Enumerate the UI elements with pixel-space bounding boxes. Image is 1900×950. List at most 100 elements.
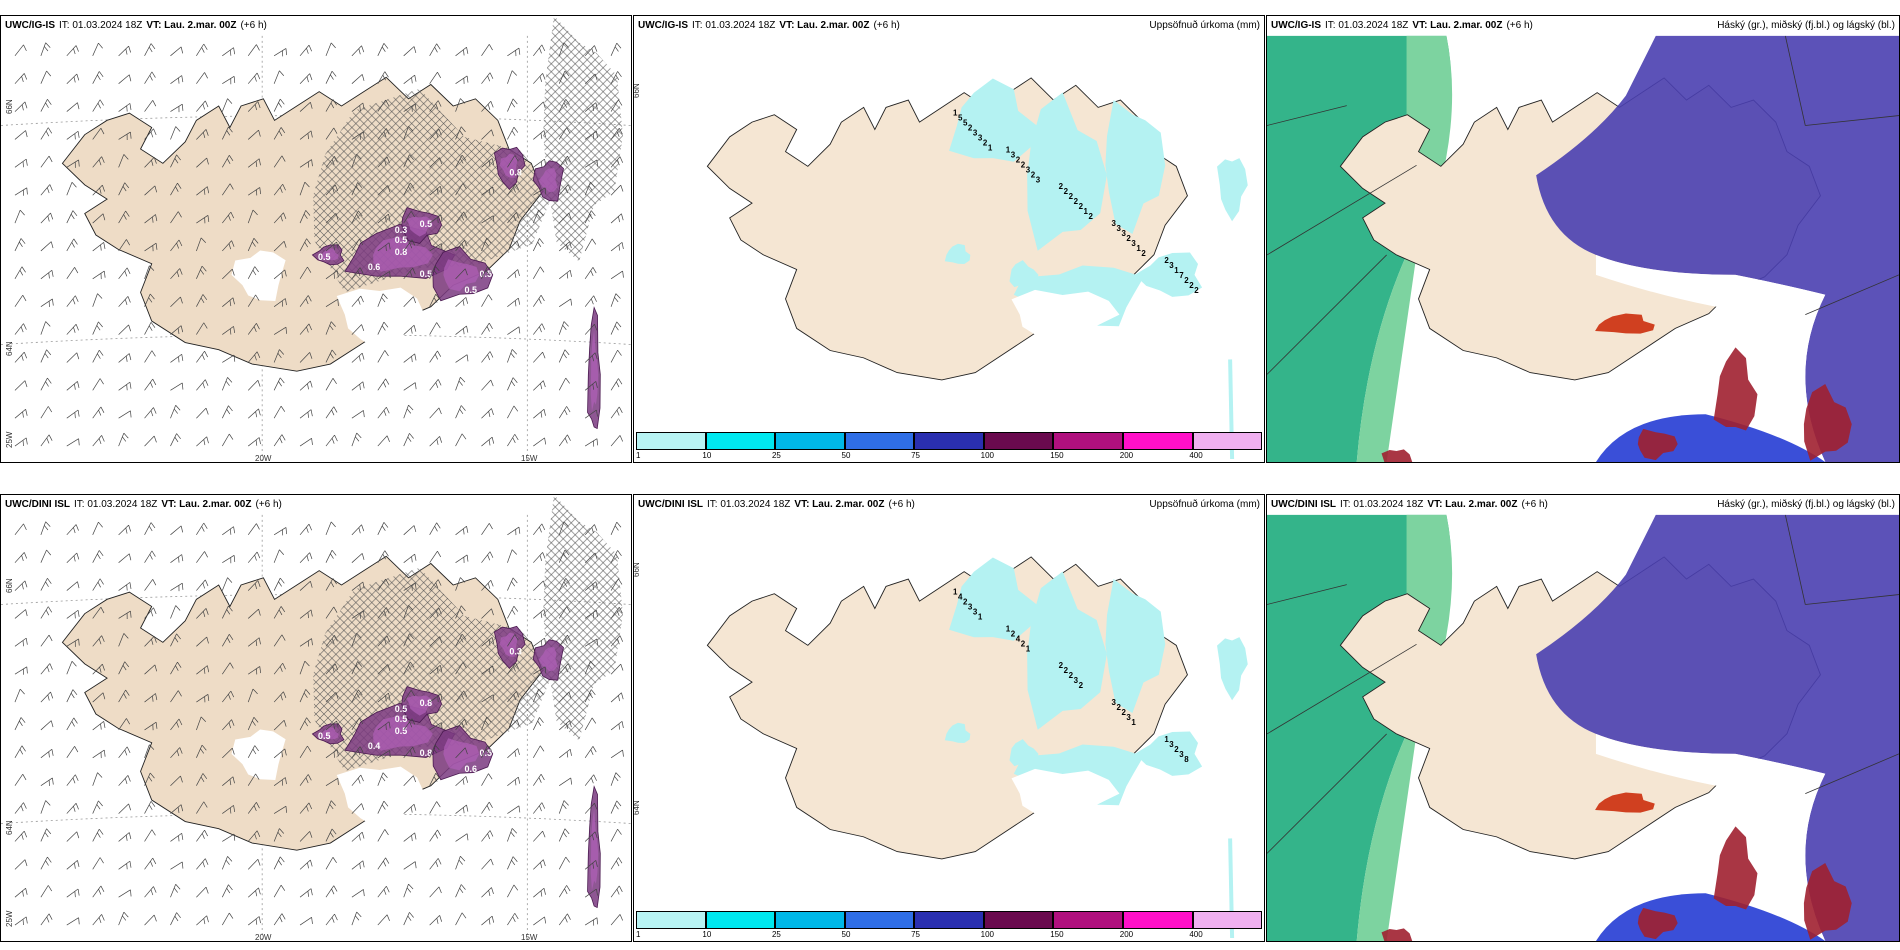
contour-label: 0.5 (318, 252, 330, 262)
wind-barb (92, 127, 105, 140)
wind-barb (66, 438, 80, 447)
precip-label: 2 (1164, 256, 1169, 265)
wind-barb (325, 521, 336, 535)
precip-area (1134, 252, 1203, 297)
wind-barb (533, 609, 546, 619)
wind-barb (299, 380, 313, 391)
precip-area (1027, 92, 1107, 251)
wind-barb (66, 295, 79, 307)
wind-barb (92, 349, 104, 363)
wind-barb (222, 326, 236, 335)
wind-barb (40, 606, 53, 619)
wind-barb (325, 749, 339, 759)
wind-barb (377, 213, 391, 224)
wind-barb (455, 268, 468, 280)
wind-barb (507, 549, 518, 563)
wind-barb (558, 720, 572, 731)
border-line (1784, 514, 1806, 605)
wind-barb (351, 102, 365, 112)
wind-barb (66, 661, 77, 675)
wind-barb (66, 689, 78, 703)
wind-barb (429, 550, 442, 563)
panel-ig-clouds: UWC/IG-IS IT: 01.03.2024 18Z VT: Lau. 2.ma… (1266, 15, 1900, 463)
contour-label: 0.5 (395, 726, 407, 736)
wind-barb (221, 634, 234, 647)
wind-barb (533, 408, 546, 419)
model-label: UWC/DINI ISL (638, 499, 703, 510)
wind-barb (481, 322, 493, 335)
precip-label: 3 (1011, 150, 1016, 159)
precip-label: 1 (1131, 718, 1136, 727)
wind-barb (40, 184, 53, 196)
wind-barb (584, 210, 596, 224)
wind-barb (118, 633, 129, 647)
wind-barb (66, 352, 80, 363)
wind-barb (40, 634, 53, 647)
wind-barb (273, 527, 287, 536)
wind-barb (455, 433, 467, 447)
wind-barb (40, 70, 52, 84)
wind-barb (144, 693, 158, 703)
precip-label: 2 (1059, 661, 1064, 670)
wind-barb (507, 126, 519, 140)
wind-barb (351, 689, 363, 703)
wind-barb (455, 912, 467, 926)
colorbar-swatch (914, 432, 984, 450)
valid-time: VT: Lau. 2.mar. 00Z (779, 20, 870, 31)
wind-barb (196, 744, 207, 758)
wind-barb (325, 635, 338, 647)
wind-barb (533, 802, 546, 814)
precip-area (1027, 571, 1107, 730)
wind-barb (221, 126, 233, 140)
border-line (1805, 115, 1899, 126)
wind-barb (247, 44, 260, 57)
wind-barb (170, 211, 182, 224)
panel-ig-wind: UWC/IG-IS IT: 01.03.2024 18Z VT: Lau. 2.ma… (0, 15, 632, 463)
wind-barb (377, 378, 390, 391)
wind-barb (533, 552, 546, 563)
wind-barb (403, 912, 414, 926)
precip-label: 2 (1174, 745, 1179, 754)
wind-barb (429, 128, 442, 140)
wind-barb (507, 748, 520, 759)
wind-barb (507, 269, 520, 280)
wind-barb (170, 382, 184, 391)
wind-barb (222, 690, 235, 703)
wind-barb (299, 159, 313, 168)
wind-barb (14, 830, 28, 842)
wind-barb (610, 42, 622, 56)
wind-barb (222, 354, 236, 363)
panel-title: Uppsöfnuð úrkoma (mm) (1149, 499, 1260, 510)
wind-barb (299, 181, 310, 196)
precip-label: 2 (968, 123, 973, 132)
wind-barb (455, 690, 468, 703)
wind-barb (610, 800, 622, 814)
wind-barb (351, 746, 364, 759)
wind-barb (118, 296, 131, 307)
contour-area (373, 715, 433, 751)
wind-barb (222, 268, 235, 280)
wind-barb (144, 914, 157, 926)
wind-barb (533, 130, 546, 140)
wind-barb (170, 353, 184, 363)
wind-barb (92, 914, 105, 926)
wind-barb (610, 213, 624, 224)
wind-barb (66, 831, 80, 842)
colorbar-label: 200 (1119, 930, 1134, 939)
wind-barb (325, 549, 337, 563)
wind-barb (92, 749, 106, 759)
wind-barb (403, 883, 414, 898)
snowfree-area (336, 287, 425, 351)
wind-barb (299, 859, 313, 870)
wind-barb (351, 581, 365, 591)
wind-barb (196, 773, 208, 786)
wind-barb (40, 241, 54, 252)
precip-label: 3 (1074, 676, 1079, 685)
wind-barb (273, 183, 286, 196)
precip-label: 3 (1111, 698, 1116, 707)
wind-barb (429, 886, 442, 898)
wind-barb (299, 352, 313, 363)
wind-barb (481, 100, 494, 112)
wind-barb (118, 182, 130, 196)
wind-barb (533, 637, 547, 647)
